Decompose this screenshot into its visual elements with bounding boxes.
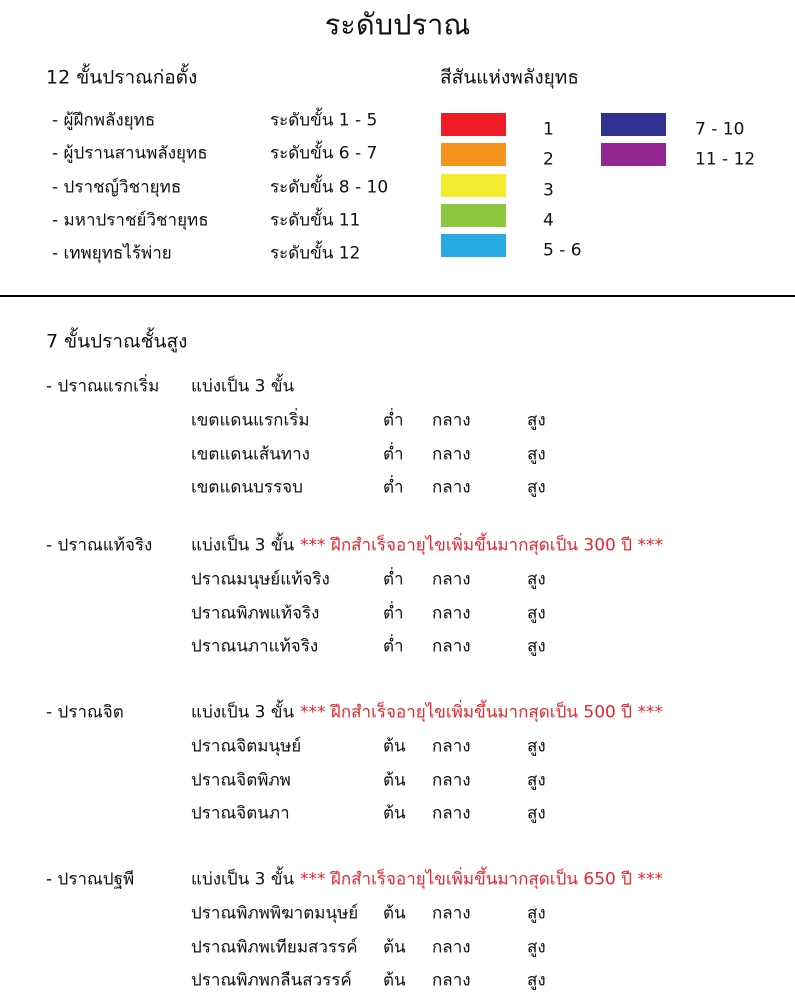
- stage: กลาง: [432, 444, 471, 464]
- stage: สูง: [527, 444, 546, 464]
- level-name: - ปราชญ์วิชายุทธ: [52, 177, 182, 198]
- realm-name: ปราณพิภพเทียมสวรรค์: [191, 937, 358, 957]
- stage: กลาง: [432, 569, 471, 590]
- stage: กลาง: [432, 736, 471, 757]
- stage: ต้น: [383, 937, 406, 957]
- section-heading: สีสันแห่งพลังยุทธ: [440, 66, 579, 89]
- color-swatch: [441, 143, 506, 167]
- level-name: - เทพยุทธไร้พ่าย: [52, 243, 172, 264]
- swatch-label: 4: [543, 210, 554, 231]
- swatch-label: 1: [543, 119, 554, 140]
- stage: สูง: [527, 970, 546, 991]
- level-range: ระดับขั้น 1 - 5: [270, 110, 378, 131]
- realm-name: ปราณจิตพิภพ: [191, 770, 291, 790]
- swatch-label: 3: [543, 180, 554, 201]
- group-division: แบ่งเป็น 3 ขั้น: [191, 869, 295, 890]
- stage: ต่ำ: [383, 603, 404, 623]
- level-name: - มหาปราชย์วิชายุทธ: [52, 210, 209, 231]
- stage: ต้น: [383, 770, 406, 790]
- level-range: ระดับขั้น 11: [270, 210, 361, 231]
- stage: สูง: [527, 636, 546, 657]
- realm-name: ปราณมนุษย์แท้จริง: [191, 569, 330, 590]
- level-range: ระดับขั้น 8 - 10: [270, 177, 389, 198]
- group-note: *** ฝึกสำเร็จอายุไขเพิ่มขึ้นมากสุดเป็น 5…: [300, 702, 663, 723]
- color-swatch: [601, 143, 666, 167]
- stage: ต้น: [383, 803, 406, 824]
- stage: สูง: [527, 569, 546, 590]
- stage: ต้น: [383, 736, 406, 757]
- stage: กลาง: [432, 903, 471, 924]
- stage: กลาง: [432, 477, 471, 498]
- stage: กลาง: [432, 410, 471, 431]
- color-swatch: [441, 203, 506, 227]
- stage: กลาง: [432, 803, 471, 824]
- group-division: แบ่งเป็น 3 ขั้น: [191, 702, 295, 723]
- group-name: - ปราณจิต: [46, 702, 124, 723]
- stage: ต่ำ: [383, 410, 404, 431]
- realm-name: ปราณพิภพกลืนสวรรค์: [191, 970, 352, 991]
- stage: สูง: [527, 803, 546, 824]
- stage: ต้น: [383, 903, 406, 924]
- stage: กลาง: [432, 770, 471, 790]
- stage: ต่ำ: [383, 444, 404, 464]
- color-swatch: [441, 234, 506, 258]
- level-range: ระดับขั้น 12: [270, 243, 361, 264]
- stage: สูง: [527, 603, 546, 623]
- stage: กลาง: [432, 603, 471, 623]
- realm-name: เขตแดนแรกเริ่ม: [191, 410, 310, 431]
- stage: สูง: [527, 736, 546, 757]
- color-swatch: [441, 173, 506, 197]
- realm-name: ปราณพิภพแท้จริง: [191, 603, 320, 623]
- stage: กลาง: [432, 970, 471, 991]
- group-note: *** ฝึกสำเร็จอายุไขเพิ่มขึ้นมากสุดเป็น 6…: [300, 869, 663, 890]
- stage: สูง: [527, 477, 546, 498]
- level-name: - ผู้ปรานสานพลังยุทธ: [52, 143, 208, 164]
- color-swatch: [601, 113, 666, 136]
- stage: ต้น: [383, 970, 406, 991]
- group-note: *** ฝึกสำเร็จอายุไขเพิ่มขึ้นมากสุดเป็น 3…: [300, 535, 663, 556]
- realm-name: เขตแดนเส้นทาง: [191, 444, 310, 464]
- level-name: - ผู้ฝึกพลังยุทธ: [52, 110, 156, 131]
- level-range: ระดับขั้น 6 - 7: [270, 143, 378, 164]
- stage: ต่ำ: [383, 477, 404, 498]
- stage: สูง: [527, 770, 546, 790]
- swatch-label: 2: [543, 149, 554, 170]
- divider: [0, 295, 795, 297]
- stage: สูง: [527, 410, 546, 431]
- swatch-label: 5 - 6: [543, 240, 582, 261]
- group-name: - ปราณแรกเริ่ม: [46, 376, 160, 397]
- stage: กลาง: [432, 937, 471, 957]
- section-heading: 12 ขั้นปราณก่อตั้ง: [46, 66, 198, 89]
- group-division: แบ่งเป็น 3 ขั้น: [191, 376, 295, 397]
- stage: ต่ำ: [383, 569, 404, 590]
- group-name: - ปราณแท้จริง: [46, 535, 153, 556]
- stage: ต่ำ: [383, 636, 404, 657]
- stage: สูง: [527, 903, 546, 924]
- realm-name: ปราณนภาแท้จริง: [191, 636, 319, 657]
- section-heading: 7 ขั้นปราณชั้นสูง: [46, 330, 188, 353]
- title: ระดับปราณ: [324, 7, 471, 42]
- stage: กลาง: [432, 636, 471, 657]
- group-name: - ปราณปฐพี: [46, 869, 135, 890]
- group-division: แบ่งเป็น 3 ขั้น: [191, 535, 295, 556]
- color-swatch: [441, 113, 506, 136]
- realm-name: ปราณจิตมนุษย์: [191, 736, 302, 757]
- realm-name: ปราณจิตนภา: [191, 803, 290, 824]
- realm-name: เขตแดนบรรจบ: [191, 477, 303, 498]
- swatch-label: 11 - 12: [695, 149, 756, 170]
- realm-name: ปราณพิภพพิฆาตมนุษย์: [191, 903, 359, 924]
- swatch-label: 7 - 10: [695, 119, 745, 140]
- stage: สูง: [527, 937, 546, 957]
